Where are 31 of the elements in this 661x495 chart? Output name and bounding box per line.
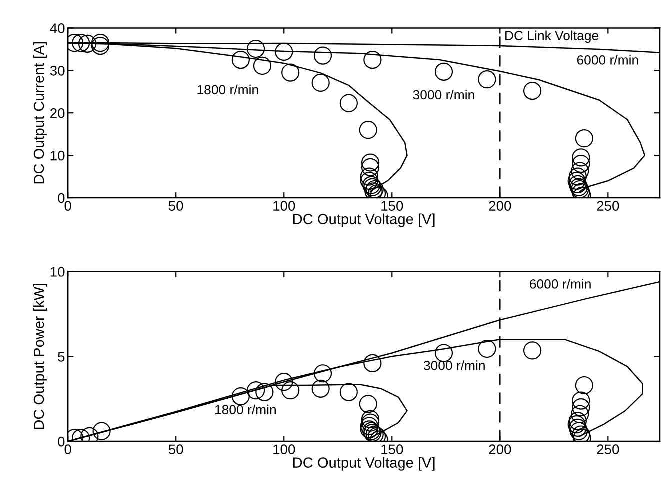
series-label: 6000 r/min <box>530 279 591 289</box>
x-axis-title: DC Output Voltage [V] <box>294 457 435 471</box>
y-tick-label: 10 <box>50 267 65 277</box>
series-label: 1800 r/min <box>216 404 276 415</box>
x-tick-label: 100 <box>274 201 296 211</box>
x-tick-label: 50 <box>168 201 184 211</box>
y-tick-label: 0 <box>58 193 65 204</box>
x-axis-title: DC Output Voltage [V] <box>294 214 435 228</box>
y-tick-label: 0 <box>58 436 65 447</box>
y-tick-label: 5 <box>58 352 65 362</box>
series-label: 3000 r/min <box>424 360 485 370</box>
series-label: 1800 r/min <box>198 84 258 95</box>
x-tick-label: 150 <box>382 201 404 211</box>
ref-line-label: DC Link Voltage <box>506 30 598 44</box>
x-tick-label: 0 <box>64 444 72 455</box>
y-tick-label: 20 <box>50 108 65 118</box>
y-tick-label: 40 <box>50 24 65 34</box>
series-label: 3000 r/min <box>413 90 474 100</box>
y-axis-title: DC Output Power [kW] <box>33 284 48 430</box>
y-axis-title: DC Output Current [A] <box>33 42 48 184</box>
x-tick-label: 150 <box>382 444 404 455</box>
y-tick-label: 30 <box>50 66 65 76</box>
x-tick-label: 250 <box>597 201 620 211</box>
x-tick-label: 0 <box>64 201 72 211</box>
x-tick-label: 200 <box>489 444 512 455</box>
x-tick-label: 100 <box>274 444 296 455</box>
x-tick-label: 250 <box>597 444 620 455</box>
x-tick-label: 50 <box>168 444 184 455</box>
series-label: 6000 r/min <box>577 55 638 65</box>
x-tick-label: 200 <box>489 201 512 211</box>
y-tick-label: 10 <box>50 150 65 161</box>
